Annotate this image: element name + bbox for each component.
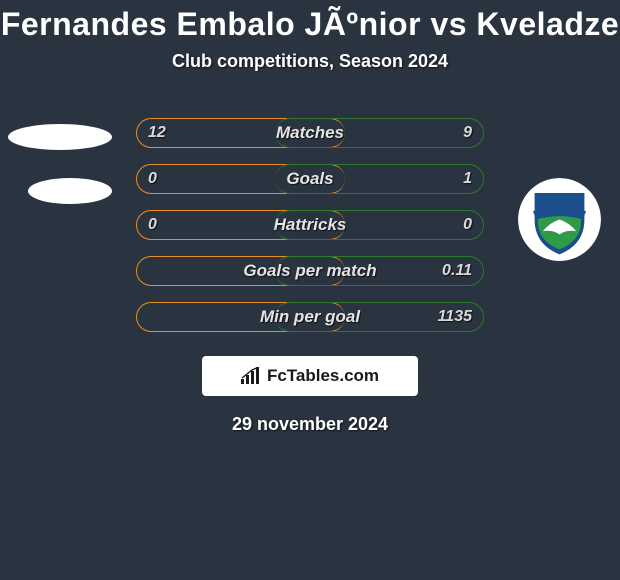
stat-value-right: 0 [430,210,472,240]
subtitle: Club competitions, Season 2024 [0,51,620,72]
stat-value-left: 0 [148,164,190,194]
date-label: 29 november 2024 [0,414,620,435]
bar-chart-icon [241,367,261,385]
stat-value-left: 0 [148,210,190,240]
stat-label: Goals [286,169,333,189]
page-title: Fernandes Embalo JÃºnior vs Kveladze [0,6,620,43]
attribution-text: FcTables.com [267,366,379,386]
team-crest-right [518,178,601,261]
attribution-badge: FcTables.com [202,356,418,396]
stat-label: Hattricks [274,215,347,235]
stat-pill: 1135 Min per goal [136,302,484,332]
stat-label: Min per goal [260,307,360,327]
stat-value-right: 9 [430,118,472,148]
stat-pill: 0.11 Goals per match [136,256,484,286]
team-badge-left [28,178,112,204]
stat-value-left [148,256,190,286]
stat-pill: 0 0 Hattricks [136,210,484,240]
stat-row: 1135 Min per goal [0,294,620,340]
stat-row: 0.11 Goals per match [0,248,620,294]
stat-label: Goals per match [243,261,376,281]
stat-value-left [148,302,190,332]
stat-value-left: 12 [148,118,190,148]
stat-pill: 12 9 Matches [136,118,484,148]
comparison-infographic: Fernandes Embalo JÃºnior vs Kveladze Clu… [0,0,620,580]
team-badge-left [8,124,112,150]
stat-label: Matches [276,123,344,143]
stat-value-right: 1135 [430,302,472,332]
stat-value-right: 1 [430,164,472,194]
stat-value-right: 0.11 [430,256,472,286]
stat-pill: 0 1 Goals [136,164,484,194]
